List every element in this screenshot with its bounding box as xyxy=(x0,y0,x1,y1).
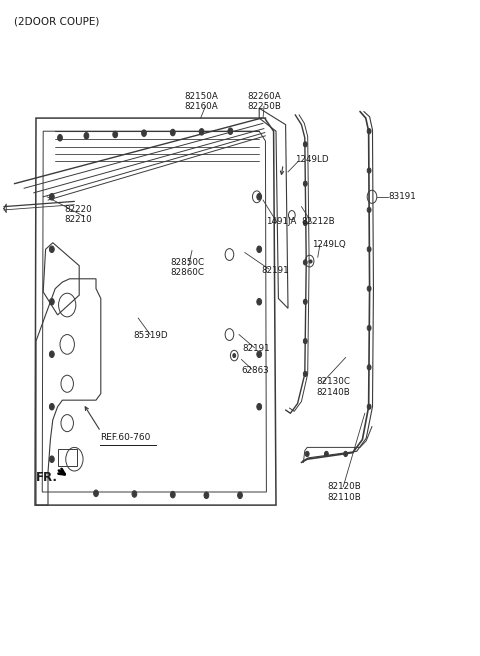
Circle shape xyxy=(257,246,262,253)
Circle shape xyxy=(58,134,62,141)
Text: 82150A
82160A: 82150A 82160A xyxy=(185,92,219,112)
Circle shape xyxy=(257,194,262,200)
Text: 1249LD: 1249LD xyxy=(295,155,329,164)
Text: 82130C
82140B: 82130C 82140B xyxy=(317,377,351,397)
Circle shape xyxy=(94,490,98,497)
Circle shape xyxy=(367,207,371,213)
Circle shape xyxy=(233,354,236,358)
Text: 62863: 62863 xyxy=(241,366,269,375)
Text: 82191: 82191 xyxy=(242,344,270,354)
Circle shape xyxy=(142,130,146,136)
Circle shape xyxy=(367,247,371,252)
Circle shape xyxy=(324,451,328,457)
Circle shape xyxy=(49,246,54,253)
Circle shape xyxy=(367,168,371,173)
Circle shape xyxy=(84,133,89,139)
Circle shape xyxy=(228,128,233,134)
Circle shape xyxy=(49,194,54,200)
Circle shape xyxy=(303,260,307,265)
Text: 82260A
82250B: 82260A 82250B xyxy=(247,92,281,112)
Circle shape xyxy=(257,298,262,305)
Text: 1249LQ: 1249LQ xyxy=(312,239,346,249)
Circle shape xyxy=(303,299,307,304)
Circle shape xyxy=(170,129,175,136)
Circle shape xyxy=(257,403,262,410)
Text: (2DOOR COUPE): (2DOOR COUPE) xyxy=(14,16,100,26)
Circle shape xyxy=(303,338,307,344)
Text: 83191: 83191 xyxy=(389,192,417,201)
Circle shape xyxy=(49,403,54,410)
Text: 82850C
82860C: 82850C 82860C xyxy=(170,258,204,277)
Text: REF.60-760: REF.60-760 xyxy=(100,433,150,442)
Circle shape xyxy=(238,492,242,499)
Text: 82220
82210: 82220 82210 xyxy=(65,205,93,224)
Circle shape xyxy=(113,131,118,138)
Circle shape xyxy=(305,451,309,457)
Text: 85319D: 85319D xyxy=(133,331,168,340)
Circle shape xyxy=(303,220,307,226)
Circle shape xyxy=(367,325,371,331)
Circle shape xyxy=(49,456,54,462)
Bar xyxy=(58,449,77,466)
Circle shape xyxy=(132,491,137,497)
Circle shape xyxy=(257,351,262,358)
Circle shape xyxy=(204,492,209,499)
Circle shape xyxy=(170,491,175,498)
Circle shape xyxy=(49,351,54,358)
Circle shape xyxy=(199,129,204,135)
Text: 1491JA: 1491JA xyxy=(266,216,297,226)
Circle shape xyxy=(367,365,371,370)
Circle shape xyxy=(344,451,348,457)
Circle shape xyxy=(303,142,307,147)
Circle shape xyxy=(367,129,371,134)
Text: 82212B: 82212B xyxy=(301,216,335,226)
Text: FR.: FR. xyxy=(36,471,58,484)
Circle shape xyxy=(303,371,307,377)
Text: 82191: 82191 xyxy=(262,266,289,276)
Circle shape xyxy=(303,181,307,186)
Text: 82120B
82110B: 82120B 82110B xyxy=(327,482,361,502)
Circle shape xyxy=(367,286,371,291)
Circle shape xyxy=(49,298,54,305)
Circle shape xyxy=(367,404,371,409)
